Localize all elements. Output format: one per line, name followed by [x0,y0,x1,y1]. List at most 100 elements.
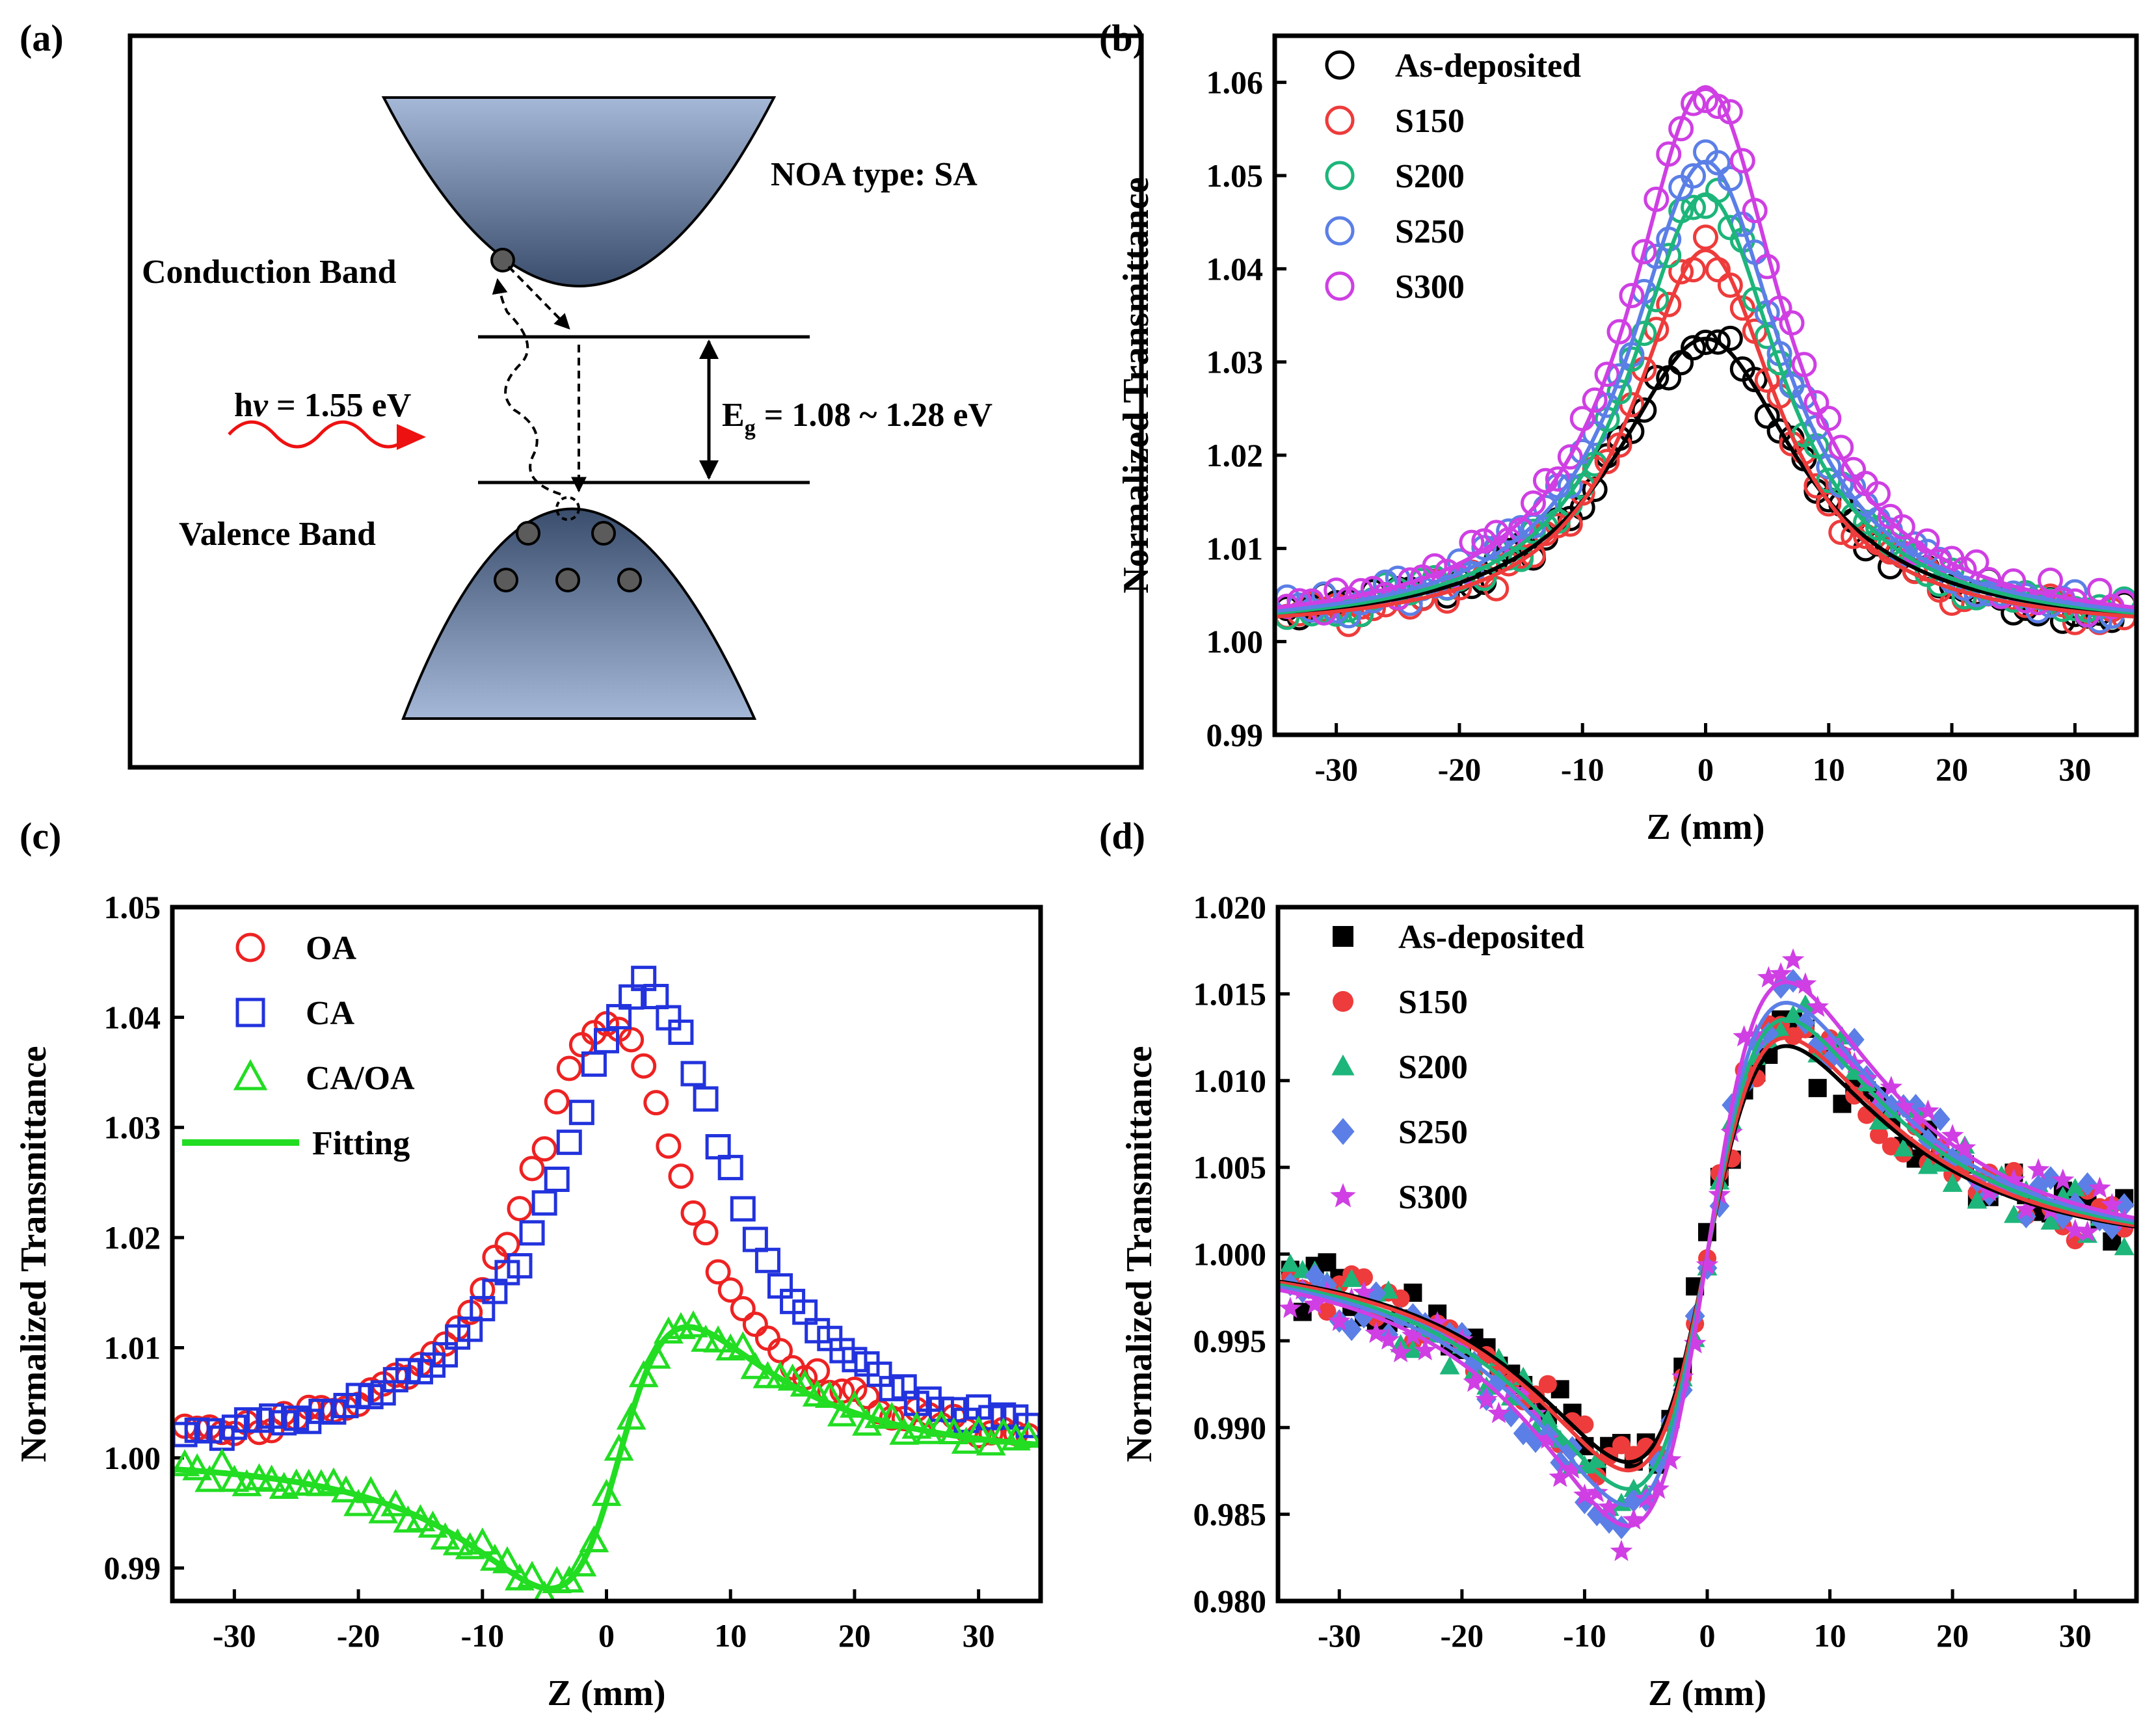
data-point [1597,1495,1621,1517]
data-point [1496,518,1522,544]
legend-label: S250 [1395,213,1465,250]
data-point [2114,1193,2135,1217]
data-point [1623,1488,1644,1513]
data-point [1881,1094,1902,1118]
legend-swatch [1331,1118,1355,1145]
data-point [1803,473,1830,499]
y-tick-label: 0.995 [1193,1323,1267,1359]
y-tick-label: 1.015 [1193,975,1267,1012]
data-point [556,1055,582,1081]
photon-wave [228,420,412,449]
legend-swatch [1331,1054,1355,1076]
y-tick-label: 1.03 [104,1109,161,1146]
valence-band-label: Valence Band [179,516,376,553]
data-point [680,1200,706,1226]
data-point [1757,966,1780,988]
data-point [742,1312,768,1338]
fit-line [1275,248,2136,619]
data-point [668,1163,694,1189]
data-point [1831,1040,1854,1062]
data-point [1372,569,1398,595]
data-point [232,1469,262,1496]
data-point [1953,1136,1976,1158]
y-tick-label: 1.000 [1193,1236,1267,1273]
data-point [1681,194,1707,220]
data-point [1426,1311,1449,1332]
data-point [1318,1302,1337,1321]
legend-swatch [233,1059,268,1091]
data-point [1965,1167,1989,1189]
y-tick-label: 1.06 [1206,64,1264,101]
data-point [2051,1169,2075,1190]
x-axis-label: Z (mm) [548,1673,666,1713]
data-point [1803,390,1830,416]
data-point [717,1154,743,1180]
data-point [754,1247,780,1273]
data-point [1403,1340,1423,1358]
legend-label: As-deposited [1395,47,1581,85]
x-tick-label: -30 [1318,1617,1361,1654]
excitation-path [492,278,561,496]
data-point [1844,1027,1865,1052]
data-point [554,1565,585,1593]
y-tick-label: 1.05 [104,889,161,925]
data-point [544,1167,570,1192]
plot-frame [1272,33,2139,737]
data-point [1906,1094,1926,1118]
data-point [730,1296,756,1322]
data-point [1476,1376,1497,1395]
legend-label: CA/OA [306,1060,415,1097]
data-point [1355,1268,1373,1287]
fit-line [172,1324,1041,1592]
data-point [1681,90,1707,116]
noa-type-label: NOA type: SA [771,156,978,193]
data-point [1385,565,1411,591]
data-point [1525,1429,1546,1453]
data-point [1561,1457,1584,1479]
data-point [1867,1085,1891,1107]
data-point [533,1580,556,1601]
y-tick-label: 1.02 [1206,437,1264,473]
electron-dot [490,248,515,272]
photon-arrow-head [397,424,426,450]
valence-band-shape [401,507,757,720]
legend-swatch [1330,1183,1356,1208]
plot-frame [170,905,1043,1604]
data-point [1693,224,1718,250]
x-tick-label: -20 [337,1617,380,1654]
data-point [1631,239,1657,265]
data-point [1471,535,1497,561]
data-point [1536,1427,1560,1449]
data-point [1733,1025,1755,1047]
data-point [1575,1415,1594,1434]
data-point [1794,972,1817,994]
x-tick-label: 10 [1813,751,1845,787]
data-point [668,1019,694,1045]
panel-label-a: (a) [20,17,64,59]
data-point [2064,1219,2086,1240]
data-point [1500,1379,1523,1401]
data-point [742,1226,768,1252]
data-point [1951,556,1977,582]
data-point [531,1190,557,1216]
chart-c: -30 -20 -10 0 10 20 30 0.99 1.00 1.01 1.02 1.03 1.04… [14,889,1043,1713]
conduction-band-label: Conduction Band [142,254,397,291]
y-tick-label: 0.990 [1193,1409,1267,1446]
data-point [1681,335,1707,361]
data-point [594,1027,619,1053]
data-point [656,1133,682,1159]
fit-line [1275,336,2136,616]
data-point [1660,1409,1681,1433]
electron-dot [591,521,616,546]
data-point [777,1363,808,1391]
data-point [852,1409,882,1436]
data-point [1594,449,1620,475]
data-point [1808,1079,1827,1098]
x-tick-label: 30 [963,1617,995,1654]
data-point [1892,1095,1915,1117]
data-point [2076,1221,2099,1242]
chart-b: -30 -20 -10 0 10 20 30 0.99 1.00 1.01 1.02 1.03 1.04… [1116,33,2139,847]
data-point [730,1196,756,1222]
data-point [1917,1099,1939,1121]
data-point [840,1390,870,1418]
